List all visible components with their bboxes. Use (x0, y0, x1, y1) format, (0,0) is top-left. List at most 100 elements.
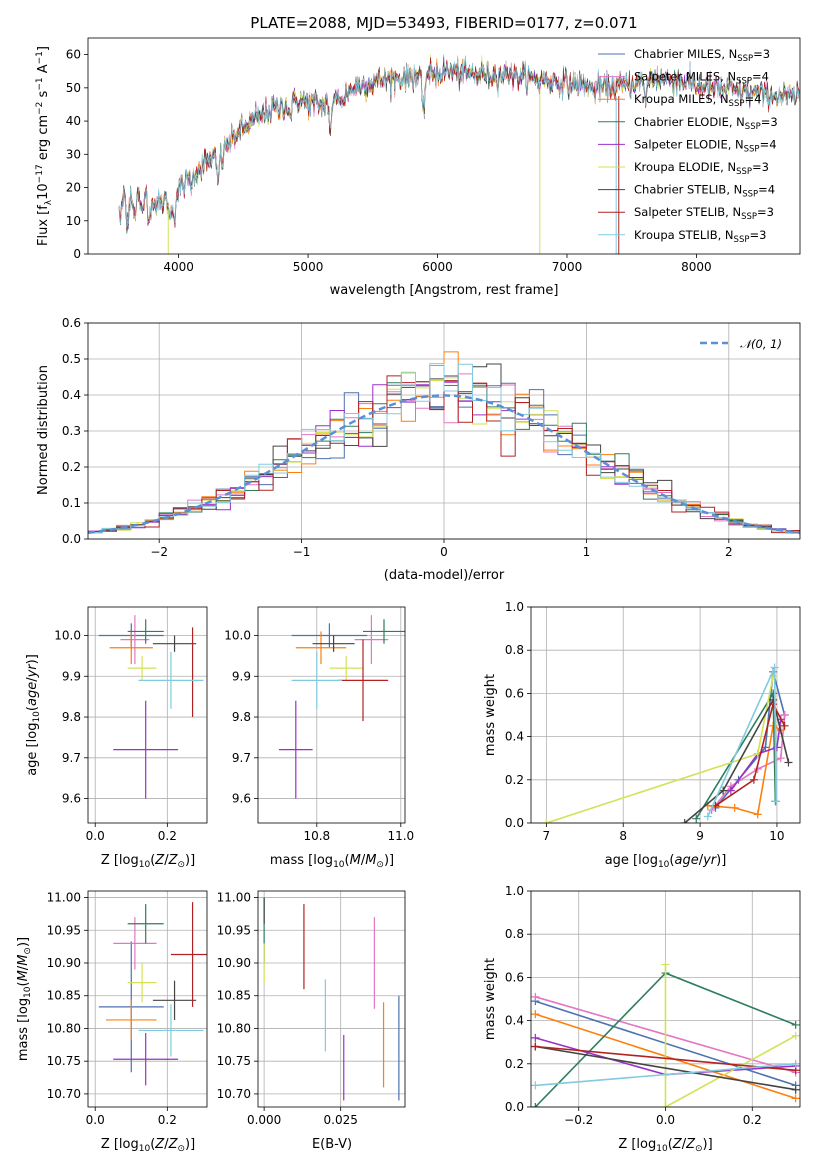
spectrum-legend-label: Kroupa ELODIE, NSSP=3 (634, 160, 769, 177)
mass-vs-Z-xlabel: Z [log10(Z/Z⊙)] (101, 1137, 195, 1154)
spectrum-legend-label: Chabrier MILES, NSSP=3 (634, 47, 770, 64)
weight-vs-Z-series-line (535, 1045, 796, 1072)
residuals-ytick-label: 0.6 (62, 316, 81, 330)
mass-vs-Z-ylabel: mass [log10(M/M⊙)] (16, 937, 33, 1061)
spectrum-ytick-label: 20 (66, 181, 81, 195)
weight-vs-age-marker (730, 803, 739, 812)
spectrum-ytick-label: 60 (66, 48, 81, 62)
spectrum-legend-label: Salpeter MILES, NSSP=4 (634, 70, 769, 87)
age-vs-Z-xtick-label: 0.2 (158, 829, 177, 843)
residuals-ylabel: Normed distribution (36, 365, 51, 495)
weight-vs-Z-ytick-label: 0.8 (505, 927, 524, 941)
weight-vs-age-ytick-label: 0.4 (505, 730, 524, 744)
residuals-xtick-label: −2 (150, 545, 168, 559)
weight-vs-age-ytick-label: 1.0 (505, 600, 524, 614)
weight-vs-Z-marker (791, 1031, 800, 1040)
residuals-xtick-label: −1 (293, 545, 311, 559)
weight-vs-Z-marker (531, 1042, 540, 1051)
spectrum-ytick-label: 40 (66, 114, 81, 128)
weight-vs-age-series-line (730, 719, 782, 792)
spectrum-ytick-label: 10 (66, 214, 81, 228)
weight-vs-Z-series-group (531, 960, 800, 1107)
weight-vs-Z-marker (661, 1103, 670, 1107)
weight-vs-age-marker (726, 786, 735, 795)
mass-vs-Z-panel: 0.0 0.2 10.70 10.75 10.80 10.85 10.90 10.95 11.0… (16, 890, 208, 1154)
weight-vs-age-series-group (542, 663, 793, 823)
mass-vs-EBV-frame (257, 890, 406, 1108)
weight-vs-Z-panel: −0.2 0.0 0.2 0.0 0.2 0.4 0.6 0.8 1.0 Z [log10(Z/Z… (483, 884, 801, 1154)
spectrum-series-line (118, 55, 800, 228)
age-vs-mass-xtick-label: 10.8 (303, 829, 330, 843)
spectrum-series-group (118, 54, 800, 254)
mass-vs-Z-ytick-label: 10.90 (47, 956, 81, 970)
spectrum-legend-label: Salpeter ELODIE, NSSP=4 (634, 137, 777, 154)
mass-vs-Z-xtick-label: 0.2 (158, 1113, 177, 1127)
mass-vs-EBV-xlabel: E(B-V) (312, 1137, 352, 1152)
age-vs-mass-ytick-label: 9.6 (232, 792, 251, 806)
spectrum-ytick-label: 50 (66, 81, 81, 95)
weight-vs-Z-marker (531, 1103, 540, 1107)
residuals-ytick-label: 0.5 (62, 352, 81, 366)
mass-vs-EBV-ytick-label: 10.90 (217, 956, 251, 970)
weight-vs-age-marker (780, 721, 789, 730)
weight-vs-age-series-line (715, 701, 786, 807)
mass-vs-EBV-ytick-label: 10.70 (217, 1087, 251, 1101)
mass-vs-EBV-points-group (263, 897, 400, 1101)
weight-vs-age-ytick-label: 0.0 (505, 816, 524, 830)
residuals-xtick-label: 1 (583, 545, 591, 559)
residuals-ytick-label: 0.2 (62, 460, 81, 474)
residuals-ytick-label: 0.3 (62, 424, 81, 438)
mass-vs-EBV-xtick-label: 0.025 (324, 1113, 358, 1127)
weight-vs-age-xtick-label: 9 (696, 829, 704, 843)
age-vs-Z-xtick-label: 0.0 (86, 829, 105, 843)
weight-vs-Z-frame (530, 890, 801, 1108)
weight-vs-age-marker (770, 663, 779, 672)
age-vs-mass-points-group (279, 615, 405, 799)
weight-vs-age-marker (753, 810, 762, 819)
mass-vs-Z-ytick-label: 10.85 (47, 989, 81, 1003)
weight-vs-Z-marker (531, 1010, 540, 1019)
spectrum-legend-label: Kroupa MILES, NSSP=4 (634, 92, 761, 109)
mass-vs-Z-frame (87, 890, 208, 1108)
weight-vs-age-marker (703, 812, 712, 821)
spectrum-frame (87, 37, 801, 255)
age-vs-Z-frame (87, 606, 208, 824)
mass-vs-EBV-ytick-label: 10.85 (217, 989, 251, 1003)
weight-vs-age-marker (772, 797, 781, 806)
residuals-series-group (88, 351, 800, 536)
weight-vs-age-marker (542, 819, 551, 823)
mass-vs-Z-ytick-label: 10.75 (47, 1054, 81, 1068)
age-vs-Z-panel: 0.0 0.2 9.6 9.7 9.8 9.9 10.0 Z [log10(Z/Z⊙)] age… (25, 606, 208, 870)
age-vs-mass-ytick-label: 9.8 (232, 710, 251, 724)
age-vs-Z-xlabel: Z [log10(Z/Z⊙)] (101, 853, 195, 870)
weight-vs-age-xlabel: age [log10(age/yr)] (605, 853, 727, 870)
residuals-xtick-label: 2 (725, 545, 733, 559)
weight-vs-Z-ytick-label: 0.4 (505, 1014, 524, 1028)
weight-vs-Z-marker (791, 1094, 800, 1103)
weight-vs-age-marker (780, 711, 789, 719)
weight-vs-age-xtick-label: 10 (769, 829, 784, 843)
weight-vs-Z-ytick-label: 0.0 (505, 1100, 524, 1114)
age-vs-Z-ytick-label: 10.0 (54, 629, 81, 643)
spectrum-panel: PLATE=2088, MJD=53493, FIBERID=0177, z=0… (35, 14, 801, 298)
age-vs-Z-ytick-label: 9.9 (62, 669, 81, 683)
spectrum-legend-label: Chabrier STELIB, NSSP=4 (634, 183, 775, 200)
weight-vs-Z-ytick-label: 0.2 (505, 1057, 524, 1071)
residuals-ytick-label: 0.0 (62, 532, 81, 546)
mass-vs-EBV-panel: 0.000 0.025 10.70 10.75 10.80 10.85 10.90 10.95… (217, 890, 406, 1152)
weight-vs-Z-marker (531, 1081, 540, 1090)
residuals-panel: (data-model)/error Normed distribution −… (36, 316, 801, 583)
age-vs-Z-ytick-label: 9.6 (62, 792, 81, 806)
mass-vs-EBV-ytick-label: 10.80 (217, 1021, 251, 1035)
mass-vs-EBV-ytick-label: 10.95 (217, 923, 251, 937)
weight-vs-Z-marker (531, 1033, 540, 1042)
weight-vs-age-ytick-label: 0.8 (505, 643, 524, 657)
weight-vs-age-marker (719, 786, 728, 795)
mass-vs-EBV-ytick-label: 11.00 (217, 891, 251, 905)
age-vs-Z-points-group (98, 615, 204, 799)
spectrum-xtick-label: 5000 (293, 260, 324, 274)
mass-vs-Z-points-group (98, 902, 207, 1086)
residuals-gauss-curve (88, 394, 800, 534)
spectrum-xlabel: wavelength [Angstrom, rest frame] (330, 283, 559, 298)
